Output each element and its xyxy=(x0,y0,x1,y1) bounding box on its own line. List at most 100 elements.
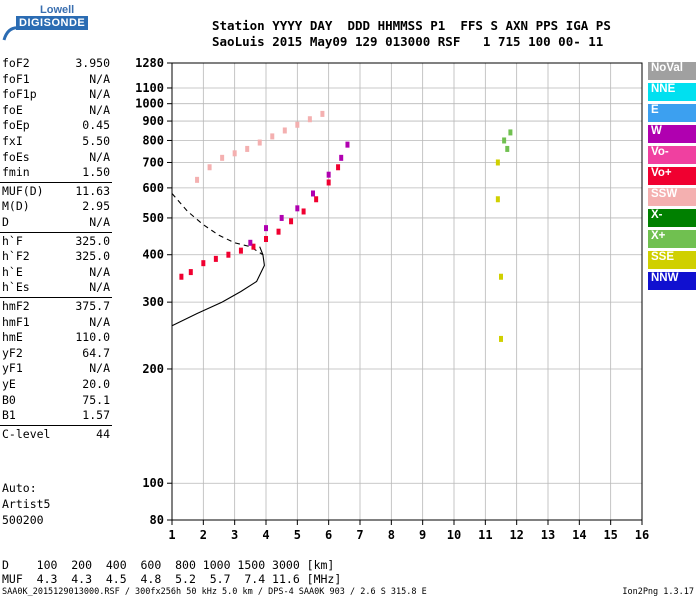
data-point xyxy=(276,228,281,235)
y-tick-label: 1000 xyxy=(135,97,164,111)
param-row: hmF2 375.7 xyxy=(0,299,112,315)
param-row: h`F2 325.0 xyxy=(0,249,112,265)
data-point xyxy=(508,129,513,136)
param-row: h`F 325.0 xyxy=(0,234,112,250)
param-value: N/A xyxy=(89,149,110,164)
param-label: yF2 xyxy=(2,345,23,360)
data-point xyxy=(270,133,275,140)
param-value: 375.7 xyxy=(75,299,110,313)
data-point xyxy=(499,273,503,280)
legend-item-nne: NNE xyxy=(648,83,696,101)
muf-m-label: MUF xyxy=(2,572,23,586)
data-point xyxy=(314,196,319,203)
auto-line-1: Auto: xyxy=(2,481,37,495)
data-point xyxy=(295,205,300,212)
param-value: 75.1 xyxy=(82,392,110,407)
header-line-1: Station YYYY DAY DDD HHMMSS P1 FFS S AXN… xyxy=(212,18,611,33)
param-separator xyxy=(0,181,112,183)
legend-item-ssw: SSW xyxy=(648,188,696,206)
muf-d-values: 100 200 400 600 800 1000 1500 3000 [km] xyxy=(36,558,335,572)
param-value: 1.50 xyxy=(82,165,110,180)
data-point xyxy=(226,251,231,258)
legend-item-nnw: NNW xyxy=(648,272,696,290)
param-row: M(D) 2.95 xyxy=(0,199,112,215)
param-label: yE xyxy=(2,377,16,391)
param-value: 20.0 xyxy=(82,377,110,391)
param-value: 64.7 xyxy=(82,345,110,360)
param-row: foE N/A xyxy=(0,103,112,119)
param-row: MUF(D) 11.63 xyxy=(0,184,112,200)
param-row: h`Es N/A xyxy=(0,280,112,296)
data-point xyxy=(248,239,253,246)
param-label: h`Es xyxy=(2,280,30,295)
legend-item-sse: SSE xyxy=(648,251,696,269)
data-point xyxy=(345,141,350,148)
param-row: hmE 110.0 xyxy=(0,330,112,346)
param-row: foEp 0.45 xyxy=(0,118,112,134)
param-value: N/A xyxy=(89,71,110,86)
data-point xyxy=(499,335,503,342)
param-value: 11.63 xyxy=(75,183,110,198)
y-tick-label: 80 xyxy=(150,513,164,527)
param-label: foF1p xyxy=(2,87,37,102)
param-separator xyxy=(0,424,112,426)
legend-item-vo-: Vo- xyxy=(648,146,696,164)
data-point xyxy=(279,214,284,221)
data-point xyxy=(495,159,500,166)
data-point xyxy=(264,225,268,232)
param-label: hmF1 xyxy=(2,314,30,329)
param-label: foE xyxy=(2,102,23,117)
data-point xyxy=(188,269,193,276)
x-tick-label: 14 xyxy=(572,528,586,542)
param-value: 325.0 xyxy=(75,233,110,248)
y-tick-label: 800 xyxy=(142,133,164,147)
data-point xyxy=(339,154,344,161)
x-tick-label: 8 xyxy=(388,528,395,542)
param-value: 0.45 xyxy=(82,118,110,133)
param-row: fxI 5.50 xyxy=(0,134,112,150)
param-label: yF1 xyxy=(2,361,23,376)
param-label: D xyxy=(2,215,9,229)
x-tick-label: 16 xyxy=(635,528,649,542)
data-point xyxy=(207,164,212,171)
param-label: h`E xyxy=(2,264,23,279)
param-label: fxI xyxy=(2,134,23,148)
legend-item-x-: X- xyxy=(648,209,696,227)
param-label: MUF(D) xyxy=(2,183,44,198)
logo-top-text: Lowell xyxy=(40,4,75,16)
y-tick-label: 1280 xyxy=(135,56,164,70)
param-row: yF2 64.7 xyxy=(0,346,112,362)
param-value: 325.0 xyxy=(75,249,110,264)
data-point xyxy=(301,208,306,215)
plot-frame xyxy=(171,62,643,521)
y-tick-label: 500 xyxy=(142,211,164,225)
logo-bottom-text: DIGISONDE xyxy=(16,16,89,30)
x-tick-label: 1 xyxy=(168,528,175,542)
data-point xyxy=(495,196,500,203)
digisonde-logo: Lowell DIGISONDE xyxy=(2,2,92,42)
legend-item-x-: X+ xyxy=(648,230,696,248)
param-row: h`E N/A xyxy=(0,265,112,281)
muf-d-label: D xyxy=(2,558,9,572)
param-label: M(D) xyxy=(2,199,30,214)
y-tick-label: 700 xyxy=(142,155,164,169)
param-value: N/A xyxy=(89,314,110,329)
direction-legend: NoVal NNE E W Vo- Vo+ SSW X- X+ SSE NNW xyxy=(648,62,696,293)
param-row: D N/A xyxy=(0,215,112,231)
param-row: yF1 N/A xyxy=(0,361,112,377)
station-header: Station YYYY DAY DDD HHMMSS P1 FFS S AXN… xyxy=(212,18,611,50)
x-tick-label: 13 xyxy=(541,528,555,542)
param-value: N/A xyxy=(89,87,110,102)
data-point xyxy=(311,190,315,197)
param-label: foF2 xyxy=(2,56,30,70)
param-row: B1 1.57 xyxy=(0,408,112,424)
param-row: yE 20.0 xyxy=(0,377,112,393)
data-point xyxy=(264,236,268,243)
param-row: C-level 44 xyxy=(0,427,112,443)
version-label: Ion2Png 1.3.17 xyxy=(622,587,694,597)
x-tick-label: 3 xyxy=(231,528,238,542)
y-tick-label: 300 xyxy=(142,295,164,309)
param-value: N/A xyxy=(89,280,110,295)
param-label: foEs xyxy=(2,149,30,164)
